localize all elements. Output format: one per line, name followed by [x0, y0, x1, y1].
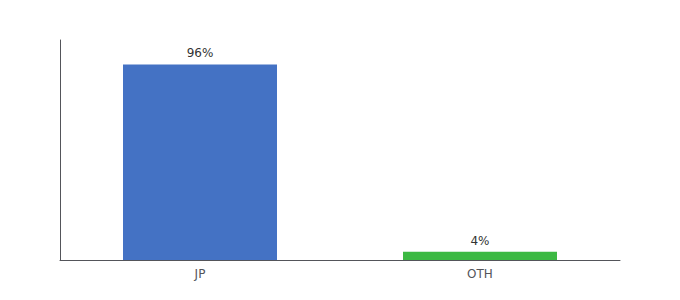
- svg-text:JP: JP: [194, 267, 206, 281]
- svg-text:96%: 96%: [187, 46, 214, 60]
- svg-text:OTH: OTH: [467, 267, 493, 281]
- svg-text:4%: 4%: [470, 234, 489, 248]
